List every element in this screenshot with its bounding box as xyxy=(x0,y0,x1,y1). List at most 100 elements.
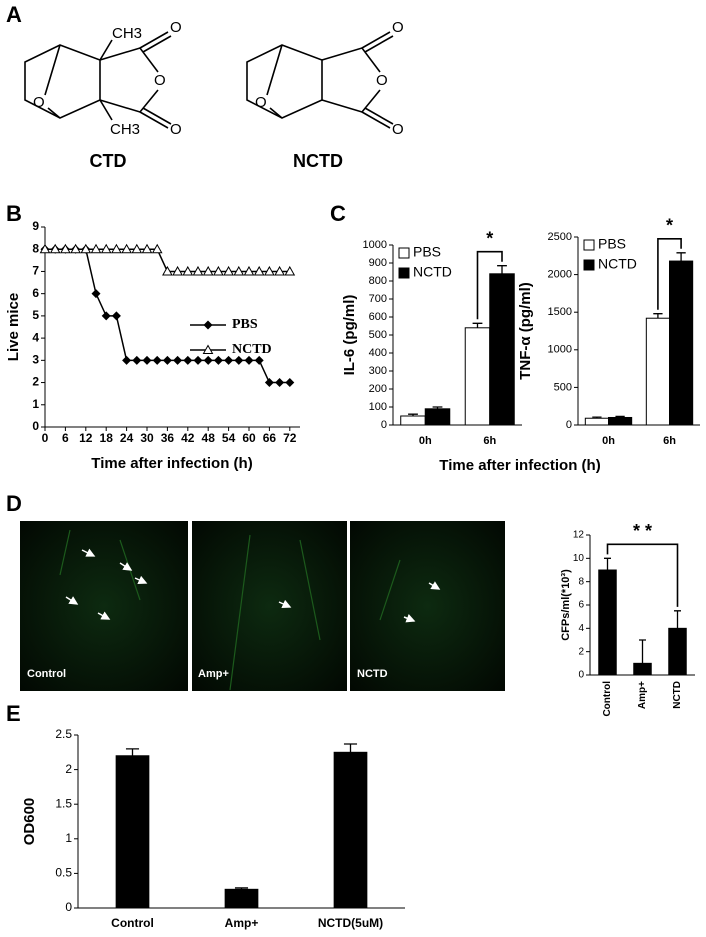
y-tick-label: 0.5 xyxy=(55,866,72,880)
marker xyxy=(49,243,61,254)
y-tick-label: 500 xyxy=(369,329,387,341)
error-bar xyxy=(604,557,611,570)
legend-swatch xyxy=(583,239,595,251)
error-bar xyxy=(234,887,249,890)
marker xyxy=(111,311,121,321)
bond xyxy=(99,39,113,121)
panel-label: A xyxy=(6,2,22,27)
marker xyxy=(91,289,101,299)
significance-bracket xyxy=(606,543,679,607)
bar xyxy=(633,662,652,676)
bar xyxy=(668,627,687,676)
y-axis-label: TNF-α (pg/ml) xyxy=(517,282,534,380)
legend-label: PBS xyxy=(413,244,441,260)
image-label: Amp+ xyxy=(198,668,229,680)
x-tick-label: 48 xyxy=(202,431,216,445)
bond xyxy=(139,31,172,129)
y-axis-label: CFPs/ml(*10³) xyxy=(560,569,572,641)
atom: O xyxy=(33,94,45,111)
significance-label: * xyxy=(486,228,493,248)
marker xyxy=(264,265,275,276)
x-tick-label: 6h xyxy=(663,435,676,447)
bar xyxy=(608,416,633,426)
y-tick-label: 2 xyxy=(65,762,72,776)
bar xyxy=(645,317,671,426)
significance-label: * xyxy=(666,216,673,236)
marker xyxy=(254,355,264,365)
error-bar xyxy=(408,413,418,416)
x-tick-label: 0h xyxy=(602,435,615,447)
bar xyxy=(224,888,259,909)
marker xyxy=(285,378,295,388)
significance-bracket xyxy=(476,250,503,320)
error-bar xyxy=(615,415,625,418)
x-tick-label: 42 xyxy=(181,431,195,445)
y-tick-label: 900 xyxy=(369,257,387,269)
atom: CH3 xyxy=(112,25,142,42)
image xyxy=(192,521,347,691)
x-tick-label: Amp+ xyxy=(637,681,648,709)
microscopy: Control Amp+ NCTD xyxy=(20,521,505,691)
atom: CH3 xyxy=(110,121,140,138)
y-tick-label: 2.5 xyxy=(55,727,72,741)
y-tick-label: 8 xyxy=(32,241,39,255)
legend-swatch xyxy=(398,267,410,279)
bar xyxy=(424,408,451,426)
marker xyxy=(284,265,296,276)
legend-label: NCTD xyxy=(598,256,637,272)
panel-label: C xyxy=(330,201,346,226)
image-label: Control xyxy=(27,668,66,680)
marker xyxy=(162,355,172,365)
atom: O xyxy=(392,121,404,138)
marker xyxy=(183,355,193,365)
y-tick-label: 0 xyxy=(65,900,72,914)
y-tick-label: 1 xyxy=(32,397,39,411)
error-bar xyxy=(432,406,443,409)
marker xyxy=(100,243,112,254)
y-tick-label: 1 xyxy=(65,831,72,845)
marker xyxy=(172,265,183,276)
legend-label: PBS xyxy=(232,317,258,332)
atom: O xyxy=(376,72,388,89)
image-label: NCTD xyxy=(357,668,388,680)
y-axis-label: OD600 xyxy=(21,798,38,846)
legend-swatch xyxy=(583,259,595,271)
marker xyxy=(162,265,173,276)
marker xyxy=(60,243,71,254)
marker xyxy=(193,355,203,365)
marker xyxy=(213,265,224,276)
y-tick-label: 0 xyxy=(381,419,387,431)
marker xyxy=(101,311,111,321)
panel-label: D xyxy=(6,491,22,516)
marker xyxy=(243,265,255,276)
error-bar xyxy=(674,610,681,629)
bar xyxy=(115,755,150,909)
marker xyxy=(152,355,162,365)
y-tick-label: 100 xyxy=(369,401,387,413)
atom: O xyxy=(170,19,182,36)
y-tick-label: 500 xyxy=(554,381,572,393)
bar xyxy=(598,569,617,676)
marker xyxy=(151,243,163,254)
x-tick-label: 66 xyxy=(263,431,277,445)
atom: O xyxy=(392,19,404,36)
marker xyxy=(111,243,122,254)
marker xyxy=(70,243,81,254)
bond xyxy=(361,31,394,129)
image xyxy=(350,521,505,691)
y-tick-label: 600 xyxy=(369,311,387,323)
marker xyxy=(233,265,245,276)
bar xyxy=(489,273,515,426)
x-tick-label: 30 xyxy=(140,431,154,445)
y-tick-label: 700 xyxy=(369,293,387,305)
y-tick-label: 4 xyxy=(578,623,584,634)
legend-label: NCTD xyxy=(232,342,272,357)
error-bar xyxy=(676,252,686,262)
y-tick-label: 1000 xyxy=(548,344,572,356)
x-tick-label: 54 xyxy=(222,431,236,445)
legend-label: PBS xyxy=(598,236,626,252)
x-tick-label: 18 xyxy=(100,431,114,445)
legend-label: NCTD xyxy=(413,264,452,280)
structure-name: NCTD xyxy=(293,151,343,171)
